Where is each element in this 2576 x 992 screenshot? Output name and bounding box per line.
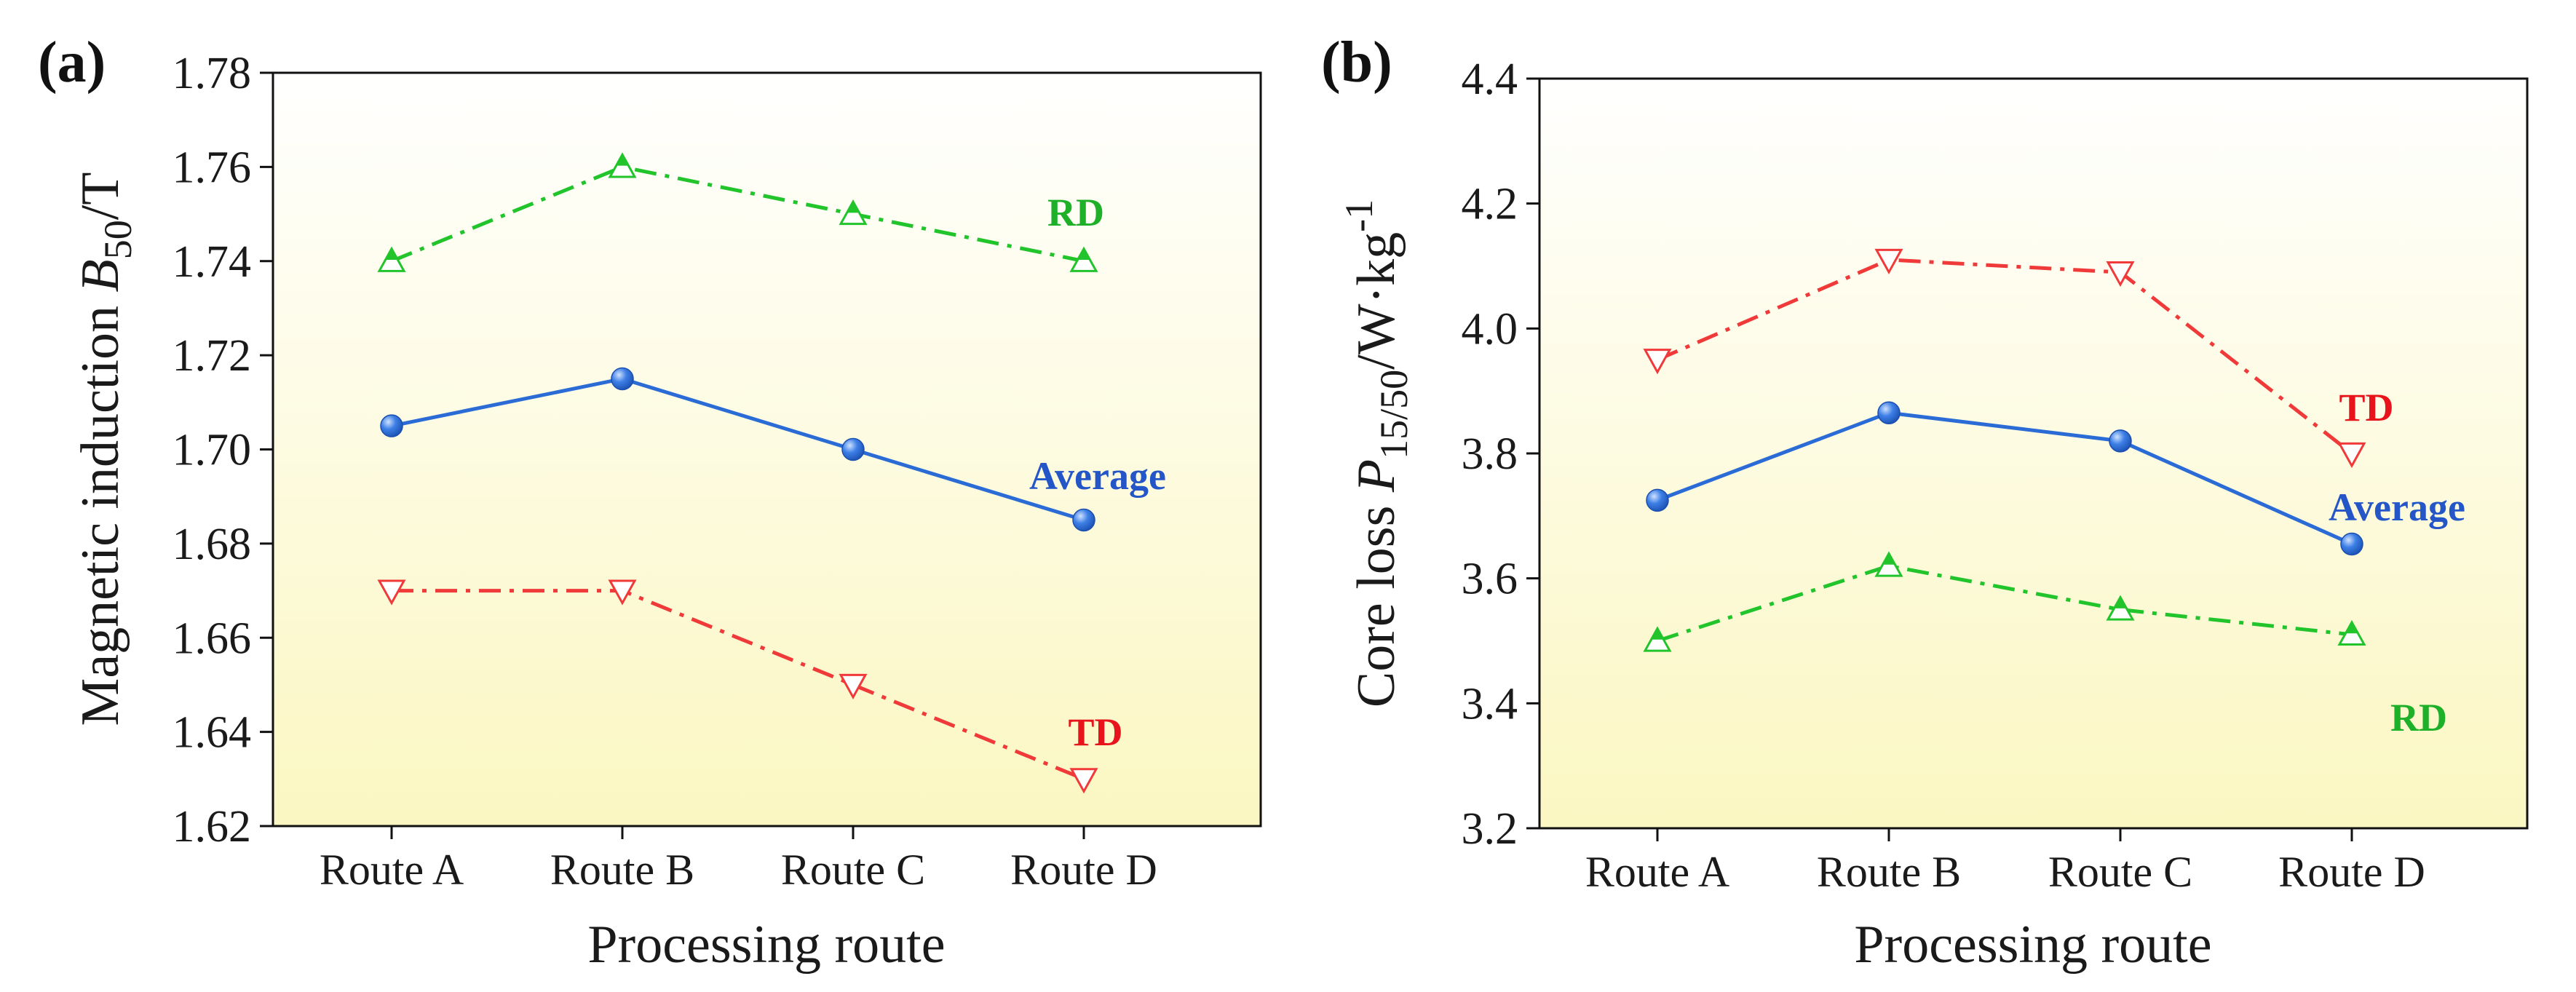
y-tick-label: 3.8 [1462, 429, 1518, 479]
data-point-td [1643, 349, 1672, 375]
series-line-td [1657, 258, 2353, 455]
panel-a-y-axis-title: Magnetic induction B50/T [71, 172, 140, 726]
panel-b-label-average: Average [2329, 485, 2465, 529]
data-point-average [380, 414, 403, 437]
y-tick-label: 3.6 [1462, 555, 1518, 604]
series-line-average [1657, 410, 2353, 546]
x-tick-label: Route A [1585, 848, 1729, 896]
panel-b-label-rd: RD [2390, 696, 2447, 739]
data-point-rd [608, 152, 637, 178]
y-tick-label: 1.78 [173, 49, 252, 98]
data-point-rd [1643, 626, 1672, 652]
series-line-average [391, 376, 1085, 522]
panel-b: 3.23.43.63.84.04.24.4 Route A Route B Rout… [1321, 31, 2529, 975]
y-tick-label: 3.2 [1462, 804, 1518, 854]
data-point-average [1877, 401, 1901, 424]
data-point-td [1874, 248, 1903, 275]
data-point-td [2337, 442, 2366, 469]
x-tick-label: Route A [320, 846, 464, 894]
panel-a-label-average: Average [1029, 454, 1166, 498]
y-tick-label: 1.62 [173, 802, 252, 852]
panel-b-series [1643, 248, 2366, 652]
y-tick-label: 3.4 [1462, 679, 1518, 729]
data-point-average [611, 367, 634, 391]
panel-a-label-rd: RD [1047, 191, 1104, 234]
x-tick-label: Route B [550, 846, 694, 894]
series-line-td [392, 589, 1085, 781]
panel-a-x-tick-labels: Route A Route B Route C Route D [320, 846, 1157, 894]
data-point-td [1069, 768, 1098, 794]
data-point-td [377, 579, 406, 606]
x-tick-label: Route B [1817, 848, 1961, 896]
panel-a-label-td: TD [1068, 710, 1122, 754]
panel-a-series [377, 152, 1098, 794]
y-tick-label: 4.0 [1462, 304, 1518, 354]
y-tick-label: 4.2 [1462, 180, 1518, 229]
series-line-rd [1657, 563, 2353, 643]
panel-a: 1.62 1.64 1.66 1.68 1.70 1.72 1.74 1.76 1.78 Rou… [38, 31, 1262, 975]
panel-b-label-td: TD [2339, 386, 2393, 429]
panel-b-y-tick-labels: 3.2 3.4 3.6 3.8 4.0 4.2 4.4 [1462, 55, 1518, 854]
y-tick-label: 1.68 [173, 520, 252, 569]
x-tick-label: Route D [1010, 846, 1157, 894]
data-point-average [2340, 532, 2363, 556]
y-tick-label: 1.72 [173, 331, 252, 381]
data-point-average [1646, 488, 1669, 512]
data-point-average [841, 437, 865, 461]
data-point-rd [377, 246, 406, 272]
data-point-rd [839, 199, 868, 226]
y-tick-label: 1.64 [173, 708, 252, 758]
panel-a-ticks [260, 71, 1085, 839]
data-point-average [2109, 429, 2132, 453]
panel-b-x-tick-labels: Route A Route B Route C Route D [1585, 848, 2425, 896]
panel-a-y-tick-labels: 1.62 1.64 1.66 1.68 1.70 1.72 1.74 1.76 1.78 [173, 49, 252, 852]
y-tick-label: 1.74 [173, 237, 252, 287]
series-line-rd [391, 164, 1085, 263]
data-point-rd [1874, 551, 1903, 577]
x-tick-label: Route D [2278, 848, 2425, 896]
y-tick-label: 1.70 [173, 426, 252, 475]
x-tick-label: Route C [781, 846, 925, 894]
y-tick-label: 1.76 [173, 143, 252, 192]
panel-b-y-axis-title: Core loss P15/50/W·kg-1 [1337, 199, 1416, 707]
data-point-rd [1069, 246, 1098, 272]
data-point-td [839, 673, 868, 700]
y-tick-label: 1.66 [173, 614, 252, 663]
panel-b-plot-area [1538, 77, 2529, 830]
panel-b-ticks [1526, 77, 2353, 841]
panel-a-x-axis-title: Processing route [587, 915, 945, 975]
data-point-rd [2106, 595, 2135, 621]
panel-b-x-axis-title: Processing route [1854, 915, 2211, 975]
panel-a-plot-area [272, 71, 1262, 828]
data-point-td [2106, 261, 2135, 287]
panel-a-label: (a) [38, 31, 106, 95]
data-point-td [608, 579, 637, 606]
data-point-average [1072, 508, 1095, 532]
data-point-rd [2337, 619, 2366, 646]
panel-b-label: (b) [1321, 31, 1392, 95]
x-tick-label: Route C [2048, 848, 2192, 896]
y-tick-label: 4.4 [1462, 55, 1518, 104]
